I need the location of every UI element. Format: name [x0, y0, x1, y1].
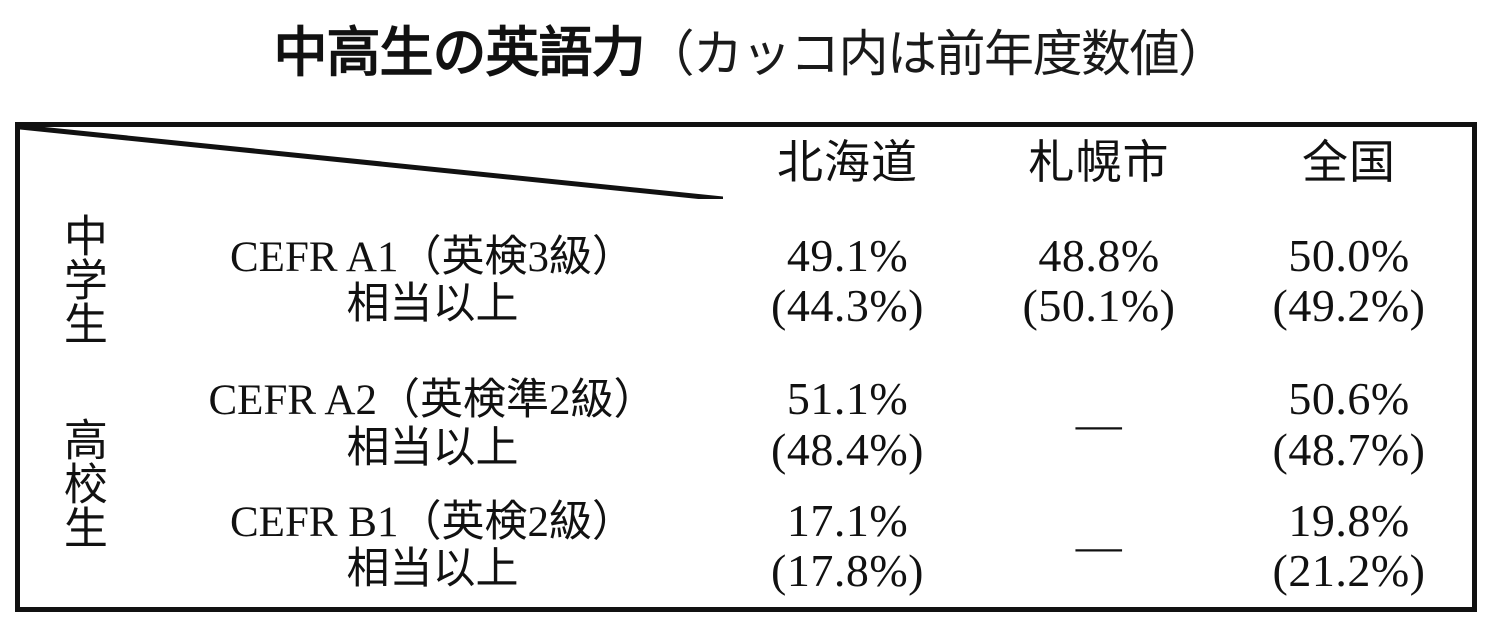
cell-a1-hokkaido-previous: (44.3%) — [771, 280, 924, 332]
row-description-a2: CEFR A2（英検準2級） 相当以上 — [142, 364, 723, 486]
column-header-hokkaido: 北海道 — [777, 137, 918, 188]
cell-b1-sapporo-current: — — [1075, 519, 1123, 571]
table-header-row: 北海道 札幌市 全国 — [20, 127, 1472, 199]
group-label-senior-high: 高校生 — [20, 364, 142, 607]
cell-a2-hokkaido-current: 51.1% — [786, 372, 909, 424]
table-row: 中学生 CEFR A1（英検3級） 相当以上 49.1% (44.3%) 48.… — [20, 199, 1472, 364]
cell-a2-national: 50.6% (48.7%) — [1226, 364, 1472, 486]
cell-b1-hokkaido: 17.1% (17.8%) — [723, 485, 972, 607]
row-description-a2-line1: CEFR A2（英検準2級） — [208, 377, 657, 425]
cell-b1-hokkaido-previous: (17.8%) — [771, 545, 924, 597]
cell-a2-national-previous: (48.7%) — [1272, 423, 1426, 475]
row-description-a2-line2: 相当以上 — [346, 424, 519, 472]
row-description-b1: CEFR B1（英検2級） 相当以上 — [142, 485, 723, 607]
cell-a2-hokkaido-previous: (48.4%) — [771, 423, 924, 475]
cell-a1-sapporo-previous: (50.1%) — [1022, 280, 1176, 332]
cell-a2-sapporo-current: — — [1075, 398, 1123, 450]
cell-a1-national: 50.0% (49.2%) — [1226, 199, 1472, 364]
data-table-frame: 北海道 札幌市 全国 中学生 CEFR A1（英検3級） 相当以上 49.1% — [15, 122, 1477, 612]
figure-title-main: 中高生の英語力 — [273, 21, 646, 84]
group-label-junior-high-text: 中学生 — [56, 212, 106, 345]
column-header-sapporo: 札幌市 — [1028, 137, 1170, 188]
cell-a2-sapporo: — — [972, 364, 1226, 486]
table-row: CEFR B1（英検2級） 相当以上 17.1% (17.8%) — 19.8%… — [20, 485, 1472, 607]
cell-a1-sapporo-current: 48.8% — [1038, 229, 1160, 281]
cell-b1-national: 19.8% (21.2%) — [1226, 485, 1472, 607]
table-row: 高校生 CEFR A2（英検準2級） 相当以上 51.1% (48.4%) — — [20, 364, 1472, 549]
data-table: 北海道 札幌市 全国 中学生 CEFR A1（英検3級） 相当以上 49.1% — [20, 127, 1472, 607]
row-description-b1-line1: CEFR B1（英検2級） — [230, 498, 635, 546]
column-header-national: 全国 — [1302, 137, 1396, 188]
row-description-a1-line2: 相当以上 — [346, 281, 519, 329]
cell-b1-hokkaido-current: 17.1% — [786, 494, 909, 546]
cell-a1-national-current: 50.0% — [1288, 229, 1410, 281]
cell-a1-sapporo: 48.8% (50.1%) — [972, 199, 1226, 364]
figure-title-note: （カッコ内は前年度数値） — [644, 25, 1229, 83]
row-description-a1-line1: CEFR A1（英検3級） — [230, 234, 635, 282]
row-description-a1: CEFR A1（英検3級） 相当以上 — [142, 199, 723, 364]
cell-a1-hokkaido-current: 49.1% — [786, 229, 909, 281]
corner-diagonal-cell — [20, 127, 723, 199]
cell-a2-hokkaido: 51.1% (48.4%) — [723, 364, 972, 486]
diagonal-slash-icon — [20, 127, 723, 199]
row-description-b1-line2: 相当以上 — [346, 546, 519, 594]
figure-title: 中高生の英語力（カッコ内は前年度数値） — [0, 26, 1500, 80]
cell-a1-national-previous: (49.2%) — [1272, 280, 1426, 332]
cropped-caption-strip — [60, 618, 1160, 628]
cell-a2-national-current: 50.6% — [1288, 372, 1410, 424]
group-label-junior-high: 中学生 — [20, 199, 142, 364]
group-label-senior-high-text: 高校生 — [56, 416, 106, 549]
cell-a1-hokkaido: 49.1% (44.3%) — [723, 199, 972, 364]
cell-b1-sapporo: — — [972, 485, 1226, 607]
cell-b1-national-previous: (21.2%) — [1272, 545, 1426, 597]
cell-b1-national-current: 19.8% — [1288, 494, 1410, 546]
